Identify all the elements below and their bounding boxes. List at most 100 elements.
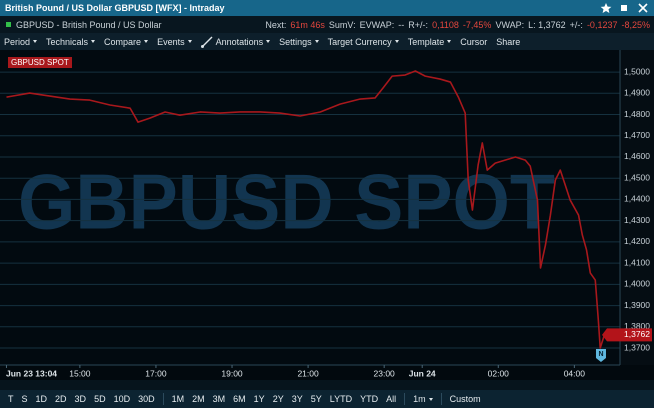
menu-label: Cursor (460, 36, 488, 47)
y-tick-label: 1,4100 (624, 257, 650, 267)
stat: 61m 46s (290, 19, 325, 30)
menu-label: Template (407, 36, 445, 47)
restore-button[interactable] (621, 5, 627, 11)
price-line (6, 70, 606, 349)
y-tick-label: 1,4400 (624, 194, 650, 204)
stat: SumV: (328, 19, 356, 30)
menu-item[interactable]: Events (157, 37, 192, 47)
dropdown-caret (447, 40, 452, 43)
dropdown-caret (314, 40, 319, 43)
timeframe-button[interactable]: 1D (35, 394, 48, 404)
x-tick-label: 04:00 (564, 368, 586, 378)
timeframe-button[interactable]: 6M (233, 394, 246, 404)
favorite-button[interactable] (600, 3, 612, 13)
interval-dropdown[interactable]: 1m (413, 394, 433, 404)
stat: -8,25% (621, 19, 650, 30)
separator (440, 393, 442, 405)
timeframe-button[interactable]: 10D (113, 394, 131, 404)
stat: Next: (265, 19, 287, 30)
timeframe-button[interactable]: S (21, 394, 28, 404)
menu-bar: Period Technicals Compare Events Annotations… (0, 33, 654, 50)
y-tick-label: 1,4300 (624, 215, 650, 225)
stats: Next: 61m 46s SumV: EVWAP: -- R+/-: 0,1108 -7,4… (265, 20, 654, 30)
menu-item[interactable]: Cursor (460, 37, 487, 47)
timeframe-button[interactable]: T (8, 394, 14, 404)
menu-label: Settings (279, 36, 312, 47)
x-tick-label: 23:00 (374, 368, 396, 378)
close-button[interactable] (638, 3, 648, 13)
timeframe-button[interactable]: 1Y (253, 394, 265, 404)
timeframe-button[interactable]: 5D (94, 394, 106, 404)
menu-item[interactable]: Period (4, 36, 38, 47)
event-label: N (598, 351, 603, 358)
y-tick-label: 1,4500 (624, 172, 650, 182)
stat: R+/-: (408, 19, 429, 30)
menu-item[interactable]: Target Currency (328, 37, 399, 47)
menu-item[interactable]: Settings (279, 37, 319, 47)
menu-item[interactable]: Compare (104, 36, 149, 47)
menu-item[interactable]: Share (496, 37, 520, 47)
timeframe-button[interactable]: All (386, 394, 397, 404)
dropdown-caret (187, 40, 192, 43)
menu-label: Compare (104, 36, 142, 47)
timeframe-button[interactable]: 3D (74, 394, 87, 404)
timeframe-button[interactable]: 2Y (272, 394, 284, 404)
stat: -0,1237 (586, 19, 618, 30)
icon-stroke (201, 36, 213, 47)
icon-dot (200, 44, 204, 48)
timeframe-button[interactable]: 30D (138, 394, 155, 404)
dropdown-caret (91, 40, 96, 43)
last-price-tag (602, 328, 652, 342)
stat: -- (398, 19, 405, 30)
dropdown-caret (144, 40, 149, 43)
timeframe-button[interactable]: LYTD (329, 394, 353, 404)
y-tick-label: 1,4800 (624, 109, 650, 119)
separator (404, 393, 406, 405)
window-controls (600, 3, 648, 13)
y-tick-label: 1,3700 (624, 342, 650, 352)
chart: GBPUSD SPOT 1,5000 1,4900 1,4800 1,4700 1,460… (0, 50, 654, 390)
plot-area (0, 50, 620, 365)
annotation-icon (200, 36, 213, 48)
timeframe-button[interactable]: YTD (360, 394, 379, 404)
y-tick-label: 1,3800 (624, 321, 650, 331)
x-tick-label: 21:00 (297, 368, 319, 378)
stat: L: 1,3762 (528, 19, 566, 30)
custom-button[interactable]: Custom (449, 394, 481, 404)
x-tick-label: Jun 24 (409, 368, 436, 378)
menu-item[interactable]: Technicals (46, 36, 96, 47)
y-tick-label: 1,4200 (624, 236, 650, 246)
dropdown-caret (428, 397, 433, 401)
y-tick-label: 1,5000 (624, 66, 650, 76)
window-title: British Pound / US Dollar GBPUSD [WFX] -… (5, 3, 225, 13)
y-tick-label: 1,4900 (624, 88, 650, 98)
info-bar: GBPUSD - British Pound / US Dollar Next:… (0, 16, 654, 33)
timeframe-button[interactable]: 3M (212, 394, 226, 404)
legend-box (8, 57, 72, 68)
menu-label: Period (4, 36, 31, 47)
legend-label: GBPUSD SPOT (11, 58, 69, 67)
timeframe-button[interactable]: 2D (55, 394, 67, 404)
event-marker (595, 349, 606, 362)
timeframe-button[interactable]: 3Y (291, 394, 303, 404)
menu-item[interactable]: Annotations (200, 36, 271, 48)
timeframe-button[interactable]: 2M (192, 394, 205, 404)
menu-item[interactable]: Template (408, 37, 452, 47)
interval-label: 1m (413, 394, 426, 404)
menu-label: Events (157, 36, 185, 47)
status-indicator (6, 22, 11, 27)
menu-label: Share (496, 36, 521, 47)
scroll-track (0, 380, 654, 390)
menu-label: Technicals (46, 36, 89, 47)
y-tick-label: 1,3900 (624, 300, 650, 310)
dropdown-caret (266, 40, 271, 43)
dropdown-caret (33, 40, 38, 43)
timeframe-button[interactable]: 1M (171, 394, 185, 404)
last-price-label: 1,3762 (624, 329, 650, 339)
x-tick-label: 19:00 (221, 368, 243, 378)
instrument: GBPUSD - British Pound / US Dollar (16, 19, 162, 30)
x-tick-label: Jun 23 13:04 (6, 368, 57, 378)
watermark: GBPUSD SPOT (18, 158, 555, 246)
timeframe-button[interactable]: 5Y (310, 394, 322, 404)
